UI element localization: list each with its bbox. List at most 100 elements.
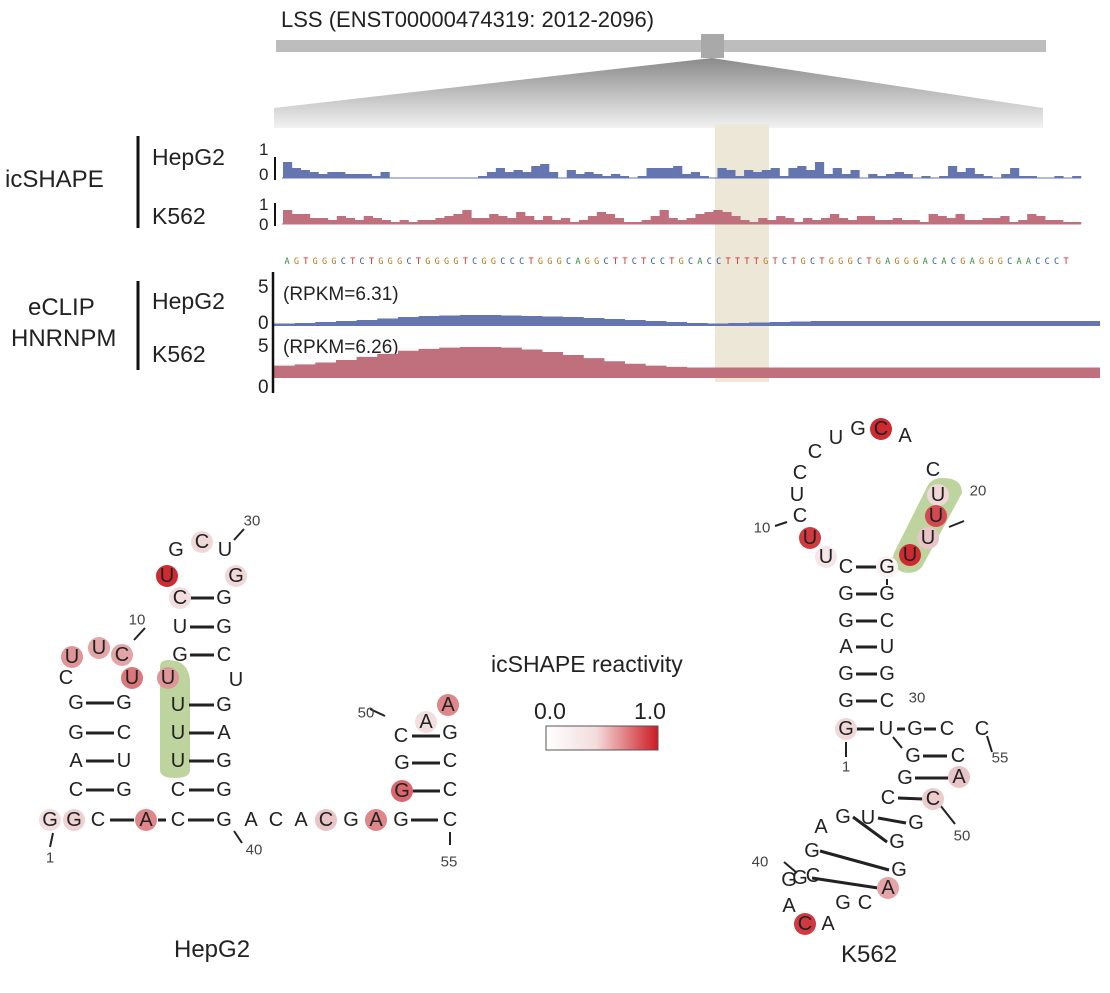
- hepg2-nucleotide: G: [216, 750, 232, 772]
- icshape-hepg2-bar: [921, 176, 931, 178]
- hepg2-position-label: 40: [246, 842, 263, 859]
- hepg2-nucleotide: U: [171, 750, 185, 772]
- icshape-k562-bar: [865, 216, 876, 224]
- sequence-base: A: [1026, 257, 1031, 267]
- k562-nucleotide: G: [905, 745, 921, 767]
- eclip-hepg2-coverage: [274, 315, 1100, 326]
- icshape-hepg2-bar: [593, 174, 603, 178]
- k562-reactivity-marker: [877, 877, 899, 899]
- icshape-k562-bar: [1027, 214, 1037, 224]
- sequence-base: G: [585, 257, 590, 267]
- k562-nucleotide: A: [952, 766, 966, 788]
- sequence-base: T: [726, 257, 731, 267]
- sequence-base: G: [876, 257, 881, 267]
- k562-base-pair-bond: [819, 849, 890, 872]
- hepg2-position-tick: [133, 627, 146, 641]
- k562-nucleotide: A: [821, 913, 835, 935]
- k562-reactivity-marker: [899, 544, 921, 566]
- k562-nucleotide: G: [879, 556, 895, 578]
- k562-nucleotide: G: [850, 418, 866, 440]
- sequence-base: C: [341, 257, 346, 267]
- k562-reactivity-marker: [799, 527, 821, 549]
- icshape-k562-ymax: 1: [259, 195, 268, 214]
- sequence-base: C: [566, 257, 571, 267]
- k562-position-tick: [783, 861, 798, 874]
- icshape-k562-bar: [991, 218, 1001, 224]
- icshape-hepg2-bar: [300, 170, 310, 178]
- k562-nucleotide: C: [798, 913, 812, 935]
- zoom-projection: [274, 58, 1043, 128]
- k562-base-pair-bond: [877, 816, 907, 825]
- sequence-base: G: [482, 257, 487, 267]
- icshape-k562-bar: [569, 222, 580, 224]
- k562-reactivity-marker: [948, 766, 970, 788]
- icshape-k562-bar: [345, 218, 356, 224]
- k562-nucleotide: U: [790, 484, 804, 506]
- k562-nucleotide: U: [880, 636, 894, 658]
- hepg2-nucleotide: G: [394, 780, 410, 802]
- sequence-base: G: [322, 257, 327, 267]
- icshape-k562-bar: [1045, 220, 1055, 224]
- icshape-k562-bar: [623, 222, 633, 224]
- k562-nucleotide: G: [835, 892, 851, 914]
- icshape-hepg2-bar: [345, 174, 355, 178]
- icshape-hepg2-bar: [903, 174, 913, 178]
- k562-position-tick: [939, 804, 956, 825]
- k562-nucleotide: C: [839, 556, 853, 578]
- icshape-hepg2-bar: [478, 176, 488, 178]
- hepg2-caption: HepG2: [174, 936, 250, 963]
- k562-nucleotide: C: [926, 459, 940, 481]
- icshape-hepg2-bar: [797, 166, 807, 178]
- legend-title: icSHAPE reactivity: [491, 651, 683, 677]
- k562-reactivity-marker: [794, 913, 816, 935]
- hepg2-nucleotide: C: [171, 779, 185, 801]
- sequence-base: G: [547, 257, 552, 267]
- k562-nucleotide: C: [793, 462, 807, 484]
- icshape-k562-label: K562: [152, 203, 206, 229]
- icshape-hepg2-bar: [823, 174, 834, 178]
- icshape-k562-bar: [856, 216, 867, 224]
- hepg2-nucleotide: U: [229, 669, 243, 691]
- icshape-hepg2-bar: [761, 170, 771, 178]
- k562-nucleotide: G: [804, 840, 820, 862]
- sequence-base: C: [688, 257, 693, 267]
- icshape-k562-bar: [444, 216, 454, 224]
- icshape-hepg2-bar: [894, 172, 904, 178]
- k562-nucleotide: C: [858, 892, 872, 914]
- icshape-k562-bar: [489, 214, 499, 224]
- sequence-base: C: [519, 257, 524, 267]
- icshape-hepg2-bar: [1010, 168, 1020, 178]
- k562-position-tick: [986, 735, 993, 753]
- hepg2-nucleotide: C: [117, 722, 131, 744]
- k562-reactivity-marker: [922, 788, 944, 810]
- sequence-base: G: [988, 257, 993, 267]
- hepg2-position-label: 1: [46, 850, 54, 867]
- hepg2-nucleotide: G: [68, 692, 84, 714]
- k562-nucleotide: C: [880, 690, 894, 712]
- icshape-hepg2-bar: [965, 168, 975, 178]
- icshape-hepg2-bar: [744, 170, 754, 178]
- sequence-base: G: [491, 257, 496, 267]
- icshape-k562-bar: [498, 216, 508, 224]
- icshape-k562-bar: [525, 216, 535, 224]
- k562-nucleotide: G: [838, 610, 854, 632]
- hepg2-position-tick: [49, 832, 54, 848]
- icshape-hepg2-ymax: 1: [259, 140, 268, 159]
- icshape-hepg2-bar: [735, 176, 745, 178]
- icshape-hepg2-bar: [283, 162, 293, 178]
- hepg2-nucleotide: C: [173, 587, 187, 609]
- icshape-k562-bar: [722, 212, 732, 224]
- icshape-k562-bar: [507, 218, 517, 224]
- icshape-k562-bar: [838, 218, 849, 224]
- sequence-base: C: [857, 257, 862, 267]
- hepg2-nucleotide: G: [343, 809, 359, 831]
- sequence-base: C: [1045, 257, 1050, 267]
- sequence-base: G: [904, 257, 909, 267]
- sequence-base: G: [979, 257, 984, 267]
- sequence-base: G: [378, 257, 383, 267]
- sequence-base: C: [650, 257, 655, 267]
- sequence-base: T: [369, 257, 374, 267]
- k562-position-label: 30: [909, 690, 926, 707]
- icshape-k562-bar: [435, 218, 445, 224]
- hepg2-nucleotide: U: [171, 722, 185, 744]
